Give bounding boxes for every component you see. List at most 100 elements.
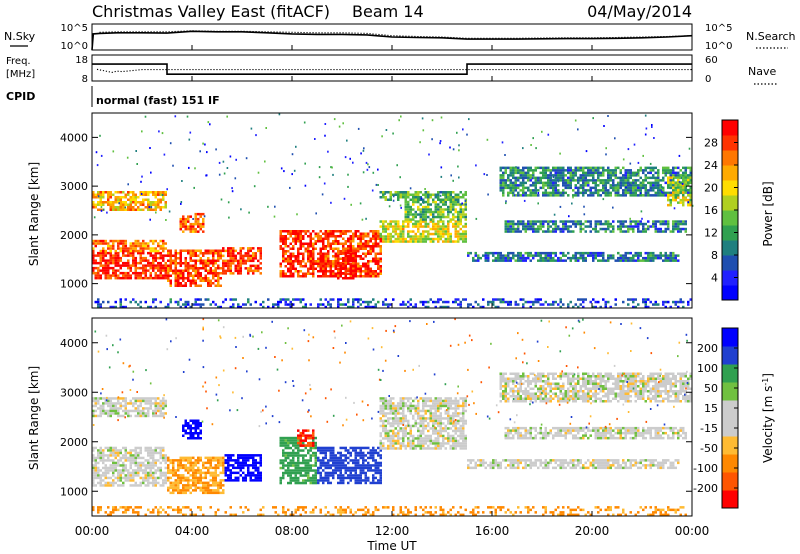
velocity-colorbar-segment-3 — [722, 436, 738, 455]
power-band-11 — [467, 251, 680, 262]
velocity-colorbar-segment-0 — [722, 490, 738, 509]
power-cbar-tick-label-0: 4 — [711, 272, 718, 285]
velocity-colorbar: 200 100 50 15 -15 -50 -100 -200 — [693, 327, 739, 509]
nave-tick-top: 60 — [705, 55, 718, 66]
power-band-14 — [667, 176, 692, 207]
freq-tick-top: 18 — [75, 55, 88, 66]
power-ytick-label-1: 2000 — [60, 229, 88, 242]
power-ytick-label-0: 1000 — [60, 278, 88, 291]
nsky-label: N.Sky — [4, 30, 36, 43]
cpid-label: CPID — [6, 90, 35, 103]
power-ytick-label-2: 3000 — [60, 180, 88, 193]
power-colorbar-segment-9 — [722, 150, 738, 166]
velocity-colorbar-segment-9 — [722, 328, 738, 347]
velocity-band-5 — [279, 436, 317, 485]
power-band-6 — [279, 230, 382, 278]
power-band-5 — [222, 247, 262, 275]
velocity-cbar-tick-label-1: 100 — [697, 362, 718, 375]
velocity-band-3 — [182, 419, 202, 440]
freq-nave-series-0 — [92, 63, 692, 75]
power-band-4 — [179, 212, 205, 233]
velocity-band-9 — [467, 459, 680, 470]
time-axis: 00:00 04:00 08:00 12:00 16:00 20:00 00:00 — [75, 45, 710, 538]
freq-label: Freq. — [6, 56, 31, 67]
freq-unit-label: [MHz] — [6, 69, 35, 80]
power-cbar-tick-label-3: 16 — [704, 204, 718, 217]
velocity-cbar-tick-label-6: -100 — [693, 462, 718, 475]
power-band-2 — [92, 191, 167, 211]
power-band-9 — [404, 200, 467, 221]
velocity-colorbar-segment-4 — [722, 418, 738, 437]
power-ytick-label-3: 4000 — [60, 131, 88, 144]
time-tick-label-2: 08:00 — [275, 524, 310, 538]
velocity-colorbar-segment-6 — [722, 382, 738, 401]
velocity-ytick-label-0: 1000 — [60, 485, 88, 498]
power-band-1 — [92, 239, 167, 253]
power-scatter — [93, 113, 694, 221]
velocity-band-2 — [167, 456, 225, 495]
power-colorbar-segment-11 — [722, 120, 738, 136]
velocity-ytick-label-3: 4000 — [60, 337, 88, 350]
nsearch-label: N.Search — [746, 30, 796, 43]
velocity-ytick-label-2: 3000 — [60, 386, 88, 399]
power-band-8 — [379, 220, 467, 243]
velocity-colorbar-segment-2 — [722, 454, 738, 473]
velocity-cbar-tick-label-2: 50 — [704, 382, 718, 395]
time-tick-label-3: 12:00 — [375, 524, 410, 538]
power-colorbar-segment-8 — [722, 165, 738, 181]
power-colorbar-segment-1 — [722, 270, 738, 286]
power-cbar-tick-label-2: 12 — [704, 227, 718, 240]
power-y-axis: 1000 2000 3000 4000 — [60, 131, 692, 291]
velocity-band-11 — [499, 372, 692, 403]
velocity-band-0 — [92, 446, 167, 487]
nsky-nsearch-series-1 — [99, 30, 693, 39]
velocity-cbar-tick-label-4: -15 — [700, 422, 718, 435]
nsky-left-tick-top: 10^5 — [61, 23, 88, 34]
cpid-strip: CPID normal (fast) 151 IF — [6, 86, 220, 107]
velocity-colorbar-segment-7 — [722, 364, 738, 383]
nsky-right-tick-top: 10^5 — [705, 23, 732, 34]
velocity-colorbar-segment-8 — [722, 346, 738, 365]
power-cbar-tick-label-4: 20 — [704, 182, 718, 195]
freq-nave-series-1 — [96, 68, 692, 73]
velocity-band-4 — [224, 454, 262, 482]
power-cbar-tick-label-1: 8 — [711, 249, 718, 262]
power-colorbar-segment-10 — [722, 135, 738, 151]
power-band-10 — [379, 191, 467, 201]
power-colorbar-segment-4 — [722, 225, 738, 241]
power-band-7 — [337, 249, 357, 280]
power-cbar-tick-label-5: 24 — [704, 159, 718, 172]
power-panel: 1000 2000 3000 4000 Slant Range [km] 4 8 12 16… — [27, 112, 775, 309]
freq-panel: Freq. [MHz] 18 8 60 0 Nave — [6, 54, 778, 85]
velocity-cbar-tick-label-7: -200 — [693, 482, 718, 495]
power-band-15 — [94, 298, 692, 309]
velocity-cbar-tick-label-0: 200 — [697, 342, 718, 355]
power-cbar-tick-label-6: 28 — [704, 137, 718, 150]
time-tick-label-1: 04:00 — [175, 524, 210, 538]
time-tick-label-6: 00:00 — [675, 524, 710, 538]
velocity-data-group — [92, 318, 692, 517]
power-ylabel: Slant Range [km] — [27, 162, 41, 266]
power-colorbar-segment-2 — [722, 255, 738, 271]
velocity-cbar-tick-label-5: -50 — [700, 442, 718, 455]
velocity-colorbar-segment-1 — [722, 472, 738, 491]
cpid-text: normal (fast) 151 IF — [96, 94, 220, 107]
radar-title: Christmas Valley East (fitACF) — [92, 2, 330, 21]
nsky-panel: N.Sky 10^5 10^0 10^5 10^0 N.Search — [4, 23, 796, 52]
time-tick-label-0: 00:00 — [75, 524, 110, 538]
nave-label: Nave — [748, 65, 776, 78]
power-band-0 — [92, 251, 167, 280]
velocity-panel: 1000 2000 3000 4000 Slant Range [km] 200 100… — [27, 317, 775, 517]
freq-tick-bottom: 8 — [82, 74, 88, 85]
power-band-12 — [504, 220, 687, 233]
power-data-group — [92, 113, 694, 309]
power-colorbar-segment-3 — [722, 240, 738, 256]
velocity-colorbar-segment-5 — [722, 400, 738, 419]
velocity-band-10 — [504, 426, 687, 440]
nsky-right-tick-bottom: 10^0 — [705, 41, 732, 52]
time-tick-label-5: 20:00 — [575, 524, 610, 538]
freq-series-group — [92, 63, 692, 75]
time-tick-label-4: 16:00 — [475, 524, 510, 538]
nave-tick-bottom: 0 — [705, 74, 711, 85]
